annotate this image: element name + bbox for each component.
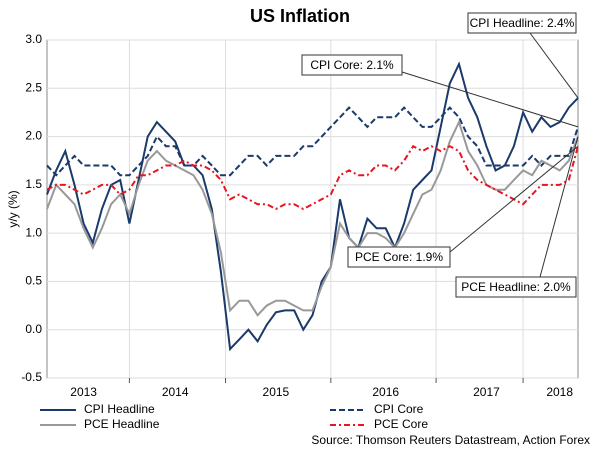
annotation-leader xyxy=(449,145,579,253)
chart-title: US Inflation xyxy=(250,6,350,26)
series-line xyxy=(46,144,579,211)
series-line xyxy=(46,106,579,177)
y-axis-label: y/y (%) xyxy=(6,190,20,227)
annotation-leader xyxy=(529,32,579,99)
x-tick-label: 2014 xyxy=(162,385,189,399)
annotation-text: PCE Core: 1.9% xyxy=(355,250,443,264)
legend-label: PCE Core xyxy=(374,417,428,431)
y-tick-label: 2.0 xyxy=(25,129,42,143)
y-tick-label: 3.0 xyxy=(25,32,42,46)
source: Source: Thomson Reuters Datastream, Acti… xyxy=(311,433,590,447)
x-tick-label: 2017 xyxy=(473,385,500,399)
y-tick-label: 0.5 xyxy=(25,274,42,288)
y-tick-label: -0.5 xyxy=(21,370,42,384)
y-tick-label: 0.0 xyxy=(25,322,42,336)
legend-label: CPI Headline xyxy=(84,402,155,416)
x-tick-label: 2018 xyxy=(546,385,573,399)
legend-label: PCE Headline xyxy=(84,417,160,431)
annotation-box xyxy=(455,276,577,298)
y-tick-label: 2.5 xyxy=(25,80,42,94)
x-tick-label: 2015 xyxy=(263,385,290,399)
x-tick-label: 2013 xyxy=(70,385,97,399)
annotation-box xyxy=(301,54,403,76)
annotation-text: CPI Headline: 2.4% xyxy=(470,16,575,30)
annotation-leader xyxy=(401,71,579,128)
x-tick-label: 2016 xyxy=(372,385,399,399)
annotation-leader xyxy=(539,136,579,278)
annotation-box xyxy=(347,246,451,268)
y-tick-label: 1.5 xyxy=(25,177,42,191)
y-tick-label: 1.0 xyxy=(25,225,42,239)
annotation-box xyxy=(467,12,577,34)
annotation-text: PCE Headline: 2.0% xyxy=(461,280,571,294)
annotation-text: CPI Core: 2.1% xyxy=(310,58,394,72)
legend-label: CPI Core xyxy=(374,402,424,416)
